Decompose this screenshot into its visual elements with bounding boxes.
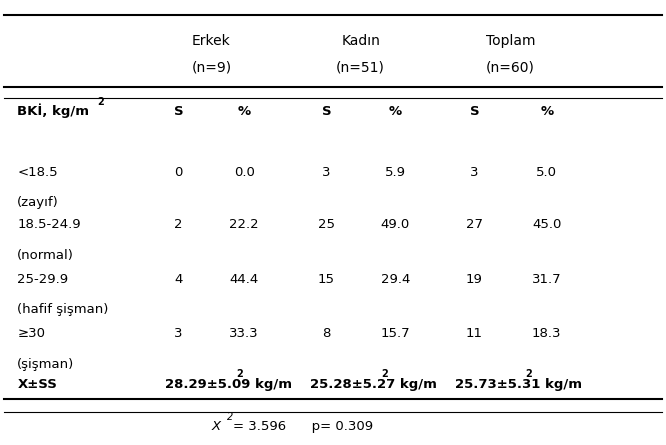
Text: 2: 2 [97, 97, 105, 106]
Text: 5.0: 5.0 [536, 166, 557, 179]
Text: 3: 3 [322, 166, 331, 179]
Text: 3: 3 [470, 166, 479, 179]
Text: S: S [470, 105, 480, 117]
Text: 18.3: 18.3 [532, 328, 561, 340]
Text: X: X [211, 420, 220, 433]
Text: Toplam: Toplam [486, 34, 535, 49]
Text: 49.0: 49.0 [381, 218, 410, 231]
Text: (zayıf): (zayıf) [17, 196, 59, 209]
Text: (normal): (normal) [17, 249, 74, 262]
Text: 0: 0 [174, 166, 182, 179]
Text: 0.0: 0.0 [234, 166, 254, 179]
Text: 15.7: 15.7 [381, 328, 410, 340]
Text: 33.3: 33.3 [229, 328, 259, 340]
Text: 11: 11 [466, 328, 483, 340]
Text: 25-29.9: 25-29.9 [17, 273, 69, 286]
Text: 28.29±5.09 kg/m: 28.29±5.09 kg/m [165, 377, 292, 391]
Text: 27: 27 [466, 218, 483, 231]
Text: 15: 15 [318, 273, 335, 286]
Text: 45.0: 45.0 [532, 218, 561, 231]
Text: (n=9): (n=9) [191, 61, 231, 74]
Text: 18.5-24.9: 18.5-24.9 [17, 218, 81, 231]
Text: = 3.596      p= 0.309: = 3.596 p= 0.309 [233, 420, 373, 433]
Text: 29.4: 29.4 [381, 273, 410, 286]
Text: (şişman): (şişman) [17, 358, 75, 371]
Text: 3: 3 [174, 328, 182, 340]
Text: ≥30: ≥30 [17, 328, 45, 340]
Text: 2: 2 [236, 369, 243, 380]
Text: 2: 2 [226, 412, 232, 422]
Text: S: S [322, 105, 331, 117]
Text: BKİ, kg/m: BKİ, kg/m [17, 104, 89, 118]
Text: 25: 25 [318, 218, 335, 231]
Text: S: S [174, 105, 183, 117]
Text: %: % [238, 105, 251, 117]
Text: 5.9: 5.9 [385, 166, 406, 179]
Text: 25.28±5.27 kg/m: 25.28±5.27 kg/m [310, 377, 437, 391]
Text: 4: 4 [174, 273, 182, 286]
Text: 44.4: 44.4 [230, 273, 259, 286]
Text: Kadın: Kadın [341, 34, 380, 49]
Text: (hafif şişman): (hafif şişman) [17, 303, 109, 316]
Text: 2: 2 [174, 218, 182, 231]
Text: 25.73±5.31 kg/m: 25.73±5.31 kg/m [455, 377, 581, 391]
Text: Erkek: Erkek [192, 34, 230, 49]
Text: 31.7: 31.7 [532, 273, 561, 286]
Text: 2: 2 [525, 369, 532, 380]
Text: 22.2: 22.2 [229, 218, 259, 231]
Text: %: % [389, 105, 402, 117]
Text: <18.5: <18.5 [17, 166, 58, 179]
Text: (n=51): (n=51) [336, 61, 385, 74]
Text: 2: 2 [381, 369, 388, 380]
Text: (n=60): (n=60) [486, 61, 535, 74]
Text: X±SS: X±SS [17, 377, 57, 391]
Text: %: % [540, 105, 553, 117]
Text: 8: 8 [322, 328, 330, 340]
Text: 19: 19 [466, 273, 483, 286]
